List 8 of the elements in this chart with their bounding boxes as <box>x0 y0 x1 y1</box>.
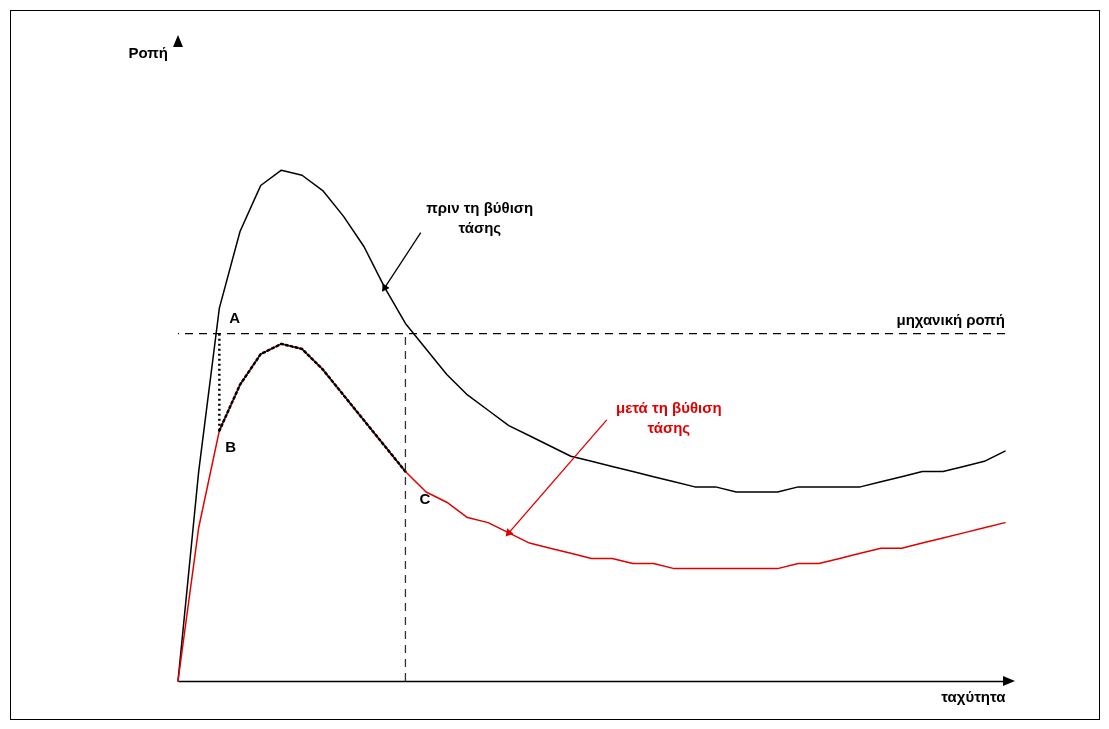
annotation: C <box>419 489 431 507</box>
annotation: A <box>229 308 241 326</box>
annotation: πριν τη βύθιση τάσης <box>426 198 534 236</box>
annotation: B <box>225 437 237 455</box>
ref-line-label: μηχανική ροπή <box>896 310 1005 328</box>
text: Ροπή <box>128 44 168 61</box>
x-axis-title: ταχύτητα <box>941 687 1007 705</box>
annotation: μετά τη βύθιση τάσης <box>616 398 722 436</box>
